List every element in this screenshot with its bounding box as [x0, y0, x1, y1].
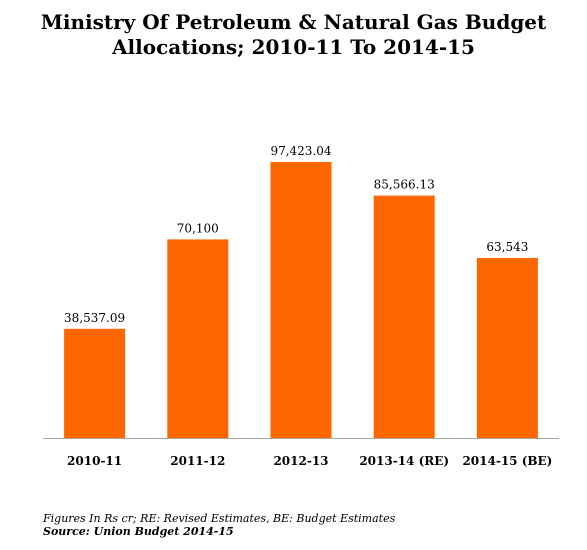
data-label-2012-13: 97,423.04 — [270, 144, 331, 158]
bar-chart: 38,537.09 2010-11 70,100 2011-12 97,423.04 20… — [43, 144, 559, 468]
data-label-2010-11: 38,537.09 — [64, 311, 125, 325]
chart-title: Ministry Of Petroleum & Natural Gas Budg… — [0, 10, 587, 60]
x-tick-label-2013-14 (RE): 2013-14 (RE) — [359, 454, 449, 468]
bar-2011-12 — [167, 239, 229, 438]
chart-title-line-1: Ministry Of Petroleum & Natural Gas Budg… — [40, 10, 547, 34]
x-tick-label-2011-12: 2011-12 — [170, 454, 225, 468]
x-tick-label-2014-15 (BE): 2014-15 (BE) — [462, 454, 552, 468]
chart-title-line-2: Allocations; 2010-11 To 2014-15 — [112, 35, 475, 59]
data-label-2011-12: 70,100 — [177, 221, 219, 235]
source-note: Source: Union Budget 2014-15 — [43, 525, 234, 538]
bar-2010-11 — [64, 328, 126, 438]
chart-notes: Figures In Rs cr; RE: Revised Estimates,… — [43, 512, 395, 538]
bar-2013-14 (RE) — [373, 195, 435, 438]
figures-note: Figures In Rs cr; RE: Revised Estimates,… — [43, 512, 396, 525]
bar-2012-13 — [270, 162, 332, 438]
x-tick-label-2012-13: 2012-13 — [273, 454, 328, 468]
data-label-2013-14 (RE): 85,566.13 — [374, 178, 435, 192]
bar-2014-15 (BE) — [476, 258, 538, 438]
x-tick-label-2010-11: 2010-11 — [67, 454, 122, 468]
data-label-2014-15 (BE): 63,543 — [486, 240, 528, 254]
